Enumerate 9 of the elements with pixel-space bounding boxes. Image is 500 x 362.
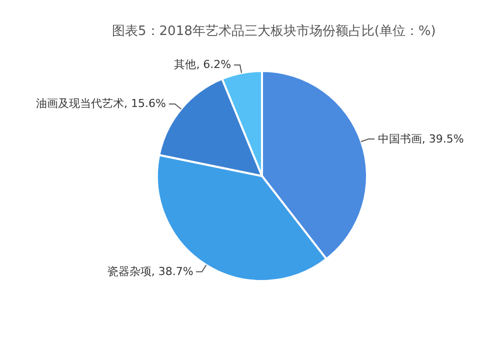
slice-label: 油画及现当代艺术 xyxy=(36,96,124,110)
chart-title: 图表5：2018年艺术品三大板块市场份额占比(单位：%) xyxy=(112,23,436,40)
data-label: , 6.2% xyxy=(196,58,232,71)
slice-label: 中国书画 xyxy=(378,132,422,146)
data-label: , 15.6% xyxy=(124,96,166,110)
data-label: , 39.5% xyxy=(422,132,464,146)
slice-label: 其他 xyxy=(174,58,196,71)
data-label: , 38.7% xyxy=(151,264,194,278)
slice-label: 瓷器杂项 xyxy=(107,264,152,278)
